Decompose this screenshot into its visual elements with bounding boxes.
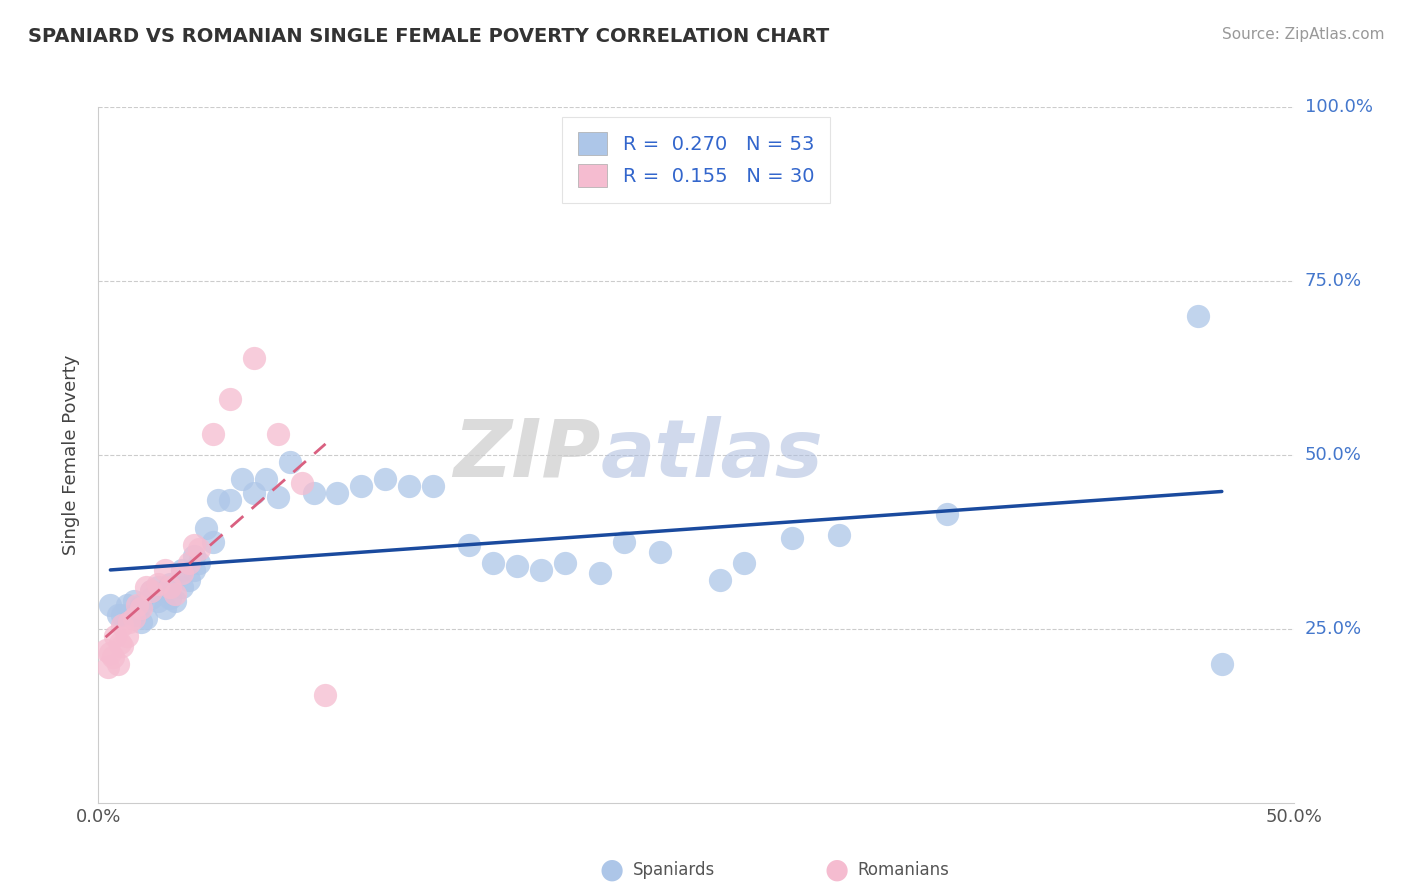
Point	[183, 538, 205, 552]
Legend: R =  0.270   N = 53, R =  0.155   N = 30: R = 0.270 N = 53, R = 0.155 N = 30	[562, 117, 830, 202]
Point	[108, 636, 131, 650]
Point	[183, 563, 205, 577]
Point	[179, 573, 201, 587]
Point	[589, 566, 612, 581]
Point	[267, 427, 290, 442]
Text: Spaniards: Spaniards	[633, 861, 714, 879]
Y-axis label: Single Female Poverty: Single Female Poverty	[62, 355, 80, 555]
Point	[529, 563, 551, 577]
Point	[115, 629, 138, 643]
Point	[243, 351, 266, 365]
Point	[139, 583, 162, 598]
Text: atlas: atlas	[600, 416, 823, 494]
Point	[115, 598, 138, 612]
Point	[148, 580, 170, 594]
Point	[315, 688, 337, 702]
Point	[107, 657, 129, 671]
Point	[187, 556, 209, 570]
Point	[159, 580, 181, 594]
Point	[118, 615, 141, 629]
Point	[219, 493, 242, 508]
Point	[163, 587, 186, 601]
Point	[733, 556, 755, 570]
Text: ZIP: ZIP	[453, 416, 600, 494]
Point	[554, 556, 576, 570]
Text: 50.0%: 50.0%	[1305, 446, 1361, 464]
Point	[94, 642, 117, 657]
Point	[139, 591, 162, 605]
Point	[828, 528, 851, 542]
Point	[935, 507, 957, 521]
Point	[398, 479, 420, 493]
Text: 75.0%: 75.0%	[1305, 272, 1362, 290]
Point	[254, 472, 277, 486]
Point	[374, 472, 396, 486]
Point	[172, 563, 194, 577]
Text: ●: ●	[824, 855, 849, 884]
Point	[98, 646, 122, 660]
Point	[111, 607, 134, 622]
Point	[131, 598, 153, 612]
Point	[131, 601, 153, 615]
Point	[350, 479, 373, 493]
Point	[139, 583, 162, 598]
Point	[172, 580, 194, 594]
Point	[111, 639, 134, 653]
Point	[155, 601, 177, 615]
Point	[202, 535, 225, 549]
Point	[243, 486, 266, 500]
Point	[267, 490, 290, 504]
Point	[648, 545, 672, 559]
Point	[183, 549, 205, 563]
Point	[1187, 309, 1209, 323]
Point	[179, 556, 201, 570]
Point	[135, 580, 157, 594]
Point	[709, 573, 731, 587]
Text: 25.0%: 25.0%	[1305, 620, 1362, 638]
Point	[326, 486, 349, 500]
Point	[97, 660, 120, 674]
Point	[107, 607, 129, 622]
Point	[278, 455, 301, 469]
Point	[98, 598, 122, 612]
Point	[159, 576, 181, 591]
Point	[135, 611, 157, 625]
Point	[101, 649, 124, 664]
Point	[104, 629, 127, 643]
Point	[125, 598, 148, 612]
Point	[207, 493, 229, 508]
Point	[481, 556, 505, 570]
Point	[458, 538, 481, 552]
Point	[422, 479, 444, 493]
Point	[780, 532, 803, 546]
Text: SPANIARD VS ROMANIAN SINGLE FEMALE POVERTY CORRELATION CHART: SPANIARD VS ROMANIAN SINGLE FEMALE POVER…	[28, 27, 830, 45]
Point	[124, 611, 146, 625]
Text: Source: ZipAtlas.com: Source: ZipAtlas.com	[1222, 27, 1385, 42]
Text: Romanians: Romanians	[858, 861, 949, 879]
Point	[231, 472, 253, 486]
Text: 100.0%: 100.0%	[1305, 98, 1372, 116]
Point	[187, 541, 209, 556]
Point	[124, 607, 146, 622]
Point	[163, 594, 186, 608]
Point	[202, 427, 225, 442]
Point	[172, 566, 194, 581]
Point	[1211, 657, 1233, 671]
Point	[111, 618, 134, 632]
Point	[148, 576, 170, 591]
Text: ●: ●	[599, 855, 624, 884]
Point	[124, 594, 146, 608]
Point	[159, 591, 181, 605]
Point	[290, 475, 312, 490]
Point	[155, 563, 177, 577]
Point	[302, 486, 325, 500]
Point	[131, 615, 153, 629]
Point	[148, 594, 170, 608]
Point	[194, 521, 217, 535]
Point	[219, 392, 242, 407]
Point	[613, 535, 636, 549]
Point	[506, 559, 529, 574]
